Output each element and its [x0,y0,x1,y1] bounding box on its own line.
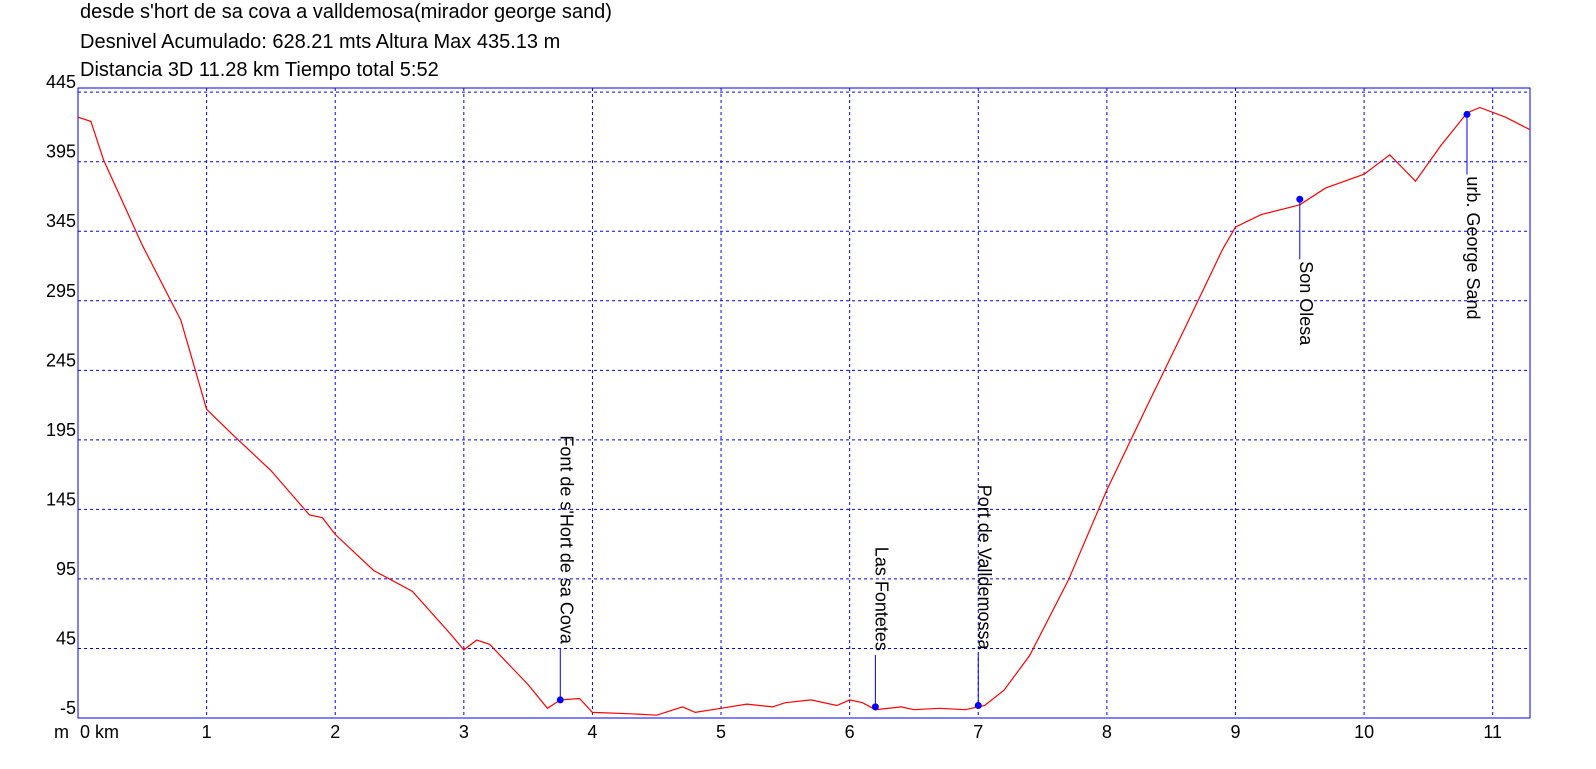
x-tick-label: 3 [459,722,469,742]
x-tick-label: 1 [202,722,212,742]
chart-title: desde s'hort de sa cova a valldemosa(mir… [80,1,612,23]
x-tick-label: 4 [587,722,597,742]
waypoint-label: Las Fontetes [871,547,891,651]
waypoint-marker [556,696,564,704]
y-tick-label: 445 [46,72,76,92]
chart-subtitle: Desnivel Acumulado: 628.21 mts Altura Ma… [80,31,560,53]
x-tick-label: 9 [1230,722,1240,742]
plot-border [77,87,1531,719]
y-tick-label: 395 [46,142,76,162]
x-tick-label: 8 [1102,722,1112,742]
y-tick-label: 345 [46,211,76,231]
waypoint-label: urb. George Sand [1463,176,1483,319]
elevation-line [77,106,1531,716]
y-axis-label: m [54,722,69,742]
y-tick-label: 245 [46,350,76,370]
y-tick-label: 195 [46,420,76,440]
waypoint-label: Port de Valldemossa [974,485,994,651]
waypoint-marker [871,703,879,711]
x-tick-label: 5 [716,722,726,742]
x-tick-label: 0 km [80,722,119,742]
y-tick-label: 95 [56,559,76,579]
waypoint-label: Font de s'Hort de sa Cova [556,435,576,645]
x-tick-label: 7 [973,722,983,742]
x-tick-label: 6 [845,722,855,742]
y-tick-label: 45 [56,628,76,648]
y-tick-label: 295 [46,281,76,301]
x-tick-label: 2 [330,722,340,742]
chart-subtitle: Distancia 3D 11.28 km Tiempo total 5:52 [80,59,439,81]
y-tick-label: -5 [60,698,76,718]
waypoint-marker [974,701,982,709]
waypoint-marker [1296,195,1304,203]
waypoint-label: Son Olesa [1296,261,1316,346]
waypoint-marker [1463,110,1471,118]
x-tick-label: 11 [1483,722,1502,742]
y-tick-label: 145 [46,489,76,509]
x-tick-label: 10 [1354,722,1374,742]
